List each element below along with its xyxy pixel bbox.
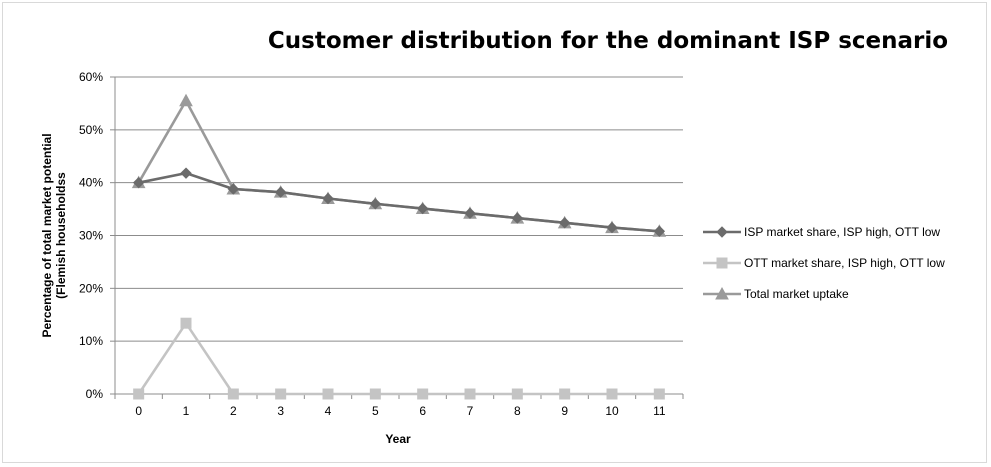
legend-item: Total market uptake [703,286,849,301]
data-point-marker [179,93,193,107]
data-point-marker [715,286,729,300]
data-point-marker [227,183,240,195]
data-point-marker [132,176,145,189]
series-line [137,99,660,233]
data-point-marker [511,388,523,400]
data-point-marker [180,317,192,329]
data-point-marker [606,221,618,234]
y-axis-title: Percentage of total market potential (Fle… [40,133,68,337]
x-tick-label: 2 [230,404,237,418]
series-3 [131,93,667,237]
data-point-marker [716,226,728,238]
y-axis-title-line: Percentage of total market potential [40,133,54,337]
y-tick-labels: 0% 10% 20% 30% 40% 50% 60% [79,70,103,401]
data-point-marker [275,388,287,400]
data-point-marker [227,388,239,400]
data-point-marker [133,388,145,400]
y-tick-label: 40% [79,176,103,190]
series-1 [132,167,666,237]
y-tick-label: 10% [79,334,103,348]
x-tick-label: 1 [183,404,190,418]
legend-item: ISP market share, ISP high, OTT low [703,225,940,239]
x-tick-label: 6 [419,404,426,418]
x-tick-label: 4 [325,404,332,418]
y-tick-label: 0% [86,387,104,401]
y-tick-label: 20% [79,281,103,295]
legend: ISP market share, ISP high, OTT low OTT m… [703,225,945,301]
legend-label: ISP market share, ISP high, OTT low [744,225,940,239]
x-axis-title: Year [385,432,411,446]
y-axis-title-line: (Flemish householdss [54,172,68,299]
x-tick-label: 9 [561,404,568,418]
data-point-marker [559,388,571,400]
chart-title: Customer distribution for the dominant I… [268,28,948,54]
x-tick-label: 7 [467,404,474,418]
x-tick-labels: 0 1 2 3 4 5 6 7 8 9 10 11 [135,404,666,418]
axes [110,76,684,399]
y-tick-label: 60% [79,70,103,84]
y-tick-label: 30% [79,229,103,243]
series-line [137,321,660,396]
data-point-marker [180,167,192,179]
x-tick-label: 8 [514,404,521,418]
data-point-marker [511,212,524,224]
data-point-marker [322,388,334,400]
series-2 [133,317,665,400]
data-point-marker [417,388,429,400]
data-point-marker [653,388,665,400]
series-layer [131,93,667,400]
series-line [138,171,660,233]
legend-item: OTT market share, ISP high, OTT low [703,256,945,270]
data-point-marker [464,207,476,220]
data-point-marker [653,225,666,237]
y-tick-label: 50% [79,123,103,137]
x-tick-label: 0 [135,404,142,418]
data-point-marker [416,202,429,215]
data-point-marker [464,388,476,400]
gridlines [115,76,683,342]
data-point-marker [558,217,571,229]
legend-label: Total market uptake [744,287,849,301]
data-point-marker [274,186,287,198]
x-tick-label: 5 [372,404,379,418]
data-point-marker [322,192,334,205]
x-tick-label: 3 [277,404,284,418]
x-tick-label: 11 [653,404,666,418]
data-point-marker [606,388,618,400]
data-point-marker [369,198,382,210]
x-tick-label: 10 [605,404,619,418]
legend-label: OTT market share, ISP high, OTT low [744,256,945,270]
data-point-marker [716,257,728,269]
data-point-marker [369,388,381,400]
